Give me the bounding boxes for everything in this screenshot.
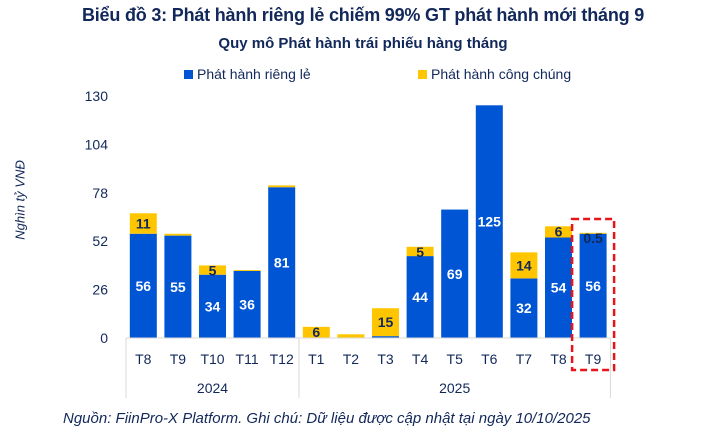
highlight-box <box>570 217 616 372</box>
legend-swatch-private <box>184 69 193 79</box>
y-tick-label: 0 <box>100 330 108 346</box>
legend-item-private: Phát hành riêng lẻ <box>184 66 311 82</box>
legend-swatch-public <box>418 69 427 79</box>
bar-public <box>302 326 330 338</box>
x-tick-label: T7 <box>516 351 533 367</box>
bar-public <box>372 308 399 337</box>
data-label-private: 69 <box>447 266 463 282</box>
y-tick-label: 104 <box>85 136 109 152</box>
x-tick-label: T8 <box>550 351 567 367</box>
data-label-private: 56 <box>136 278 152 294</box>
data-label-private: 36 <box>239 296 255 312</box>
bar-public <box>545 226 572 238</box>
bar-public <box>268 185 296 188</box>
bar-public <box>129 213 157 234</box>
x-tick-label: T2 <box>343 351 360 367</box>
data-label-public: 6 <box>312 324 320 340</box>
chart-title: Biểu đồ 3: Phát hành riêng lẻ chiếm 99% … <box>81 5 645 25</box>
y-tick-label: 130 <box>85 88 109 104</box>
bar-private <box>545 237 572 338</box>
data-label-private: 81 <box>274 255 290 271</box>
y-tick-label: 78 <box>92 185 108 201</box>
data-label-public: 0.5 <box>583 230 603 246</box>
legend-item-public: Phát hành công chúng <box>418 66 571 82</box>
bar-private <box>268 187 296 338</box>
data-label-public: 5 <box>416 244 424 260</box>
bar-private <box>372 336 399 338</box>
bar-private <box>510 278 538 338</box>
bar-private <box>475 105 503 338</box>
bar-private <box>579 233 607 338</box>
chart-subtitle: Quy mô Phát hành trái phiếu hàng tháng <box>218 35 508 52</box>
x-tick-label: T11 <box>236 351 259 367</box>
bar-private <box>441 209 469 338</box>
x-tick-label: T5 <box>447 351 464 367</box>
group-label: 2025 <box>439 380 470 396</box>
x-tick-label: T9 <box>170 351 187 367</box>
group-label: 2024 <box>197 380 228 396</box>
data-label-private: 34 <box>205 298 221 314</box>
bar-public <box>164 233 192 236</box>
bar-private <box>129 233 157 338</box>
data-label-public: 14 <box>516 257 532 273</box>
source-note: Nguồn: FiinPro-X Platform. Ghi chú: Dữ l… <box>63 410 591 427</box>
y-tick-label: 26 <box>92 282 108 298</box>
x-tick-label: T1 <box>308 351 325 367</box>
data-label-private: 32 <box>516 300 532 316</box>
data-label-private: 55 <box>170 279 186 295</box>
legend-label-private: Phát hành riêng lẻ <box>197 66 311 82</box>
bar-public <box>406 246 434 257</box>
data-label-public: 11 <box>136 216 151 232</box>
x-tick-label: T12 <box>270 351 294 367</box>
bar-public <box>337 334 365 338</box>
bar-public <box>579 232 607 234</box>
x-tick-label: T3 <box>377 351 394 367</box>
data-label-private: 125 <box>478 214 502 230</box>
data-label-public: 5 <box>209 262 217 278</box>
bar-private <box>164 235 192 338</box>
bar-private <box>406 256 434 338</box>
x-tick-label: T8 <box>135 351 152 367</box>
x-tick-label: T9 <box>585 351 602 367</box>
x-tick-label: T6 <box>481 351 498 367</box>
legend: Phát hành riêng lẻ Phát hành công chúng <box>0 66 726 86</box>
bar-private <box>233 270 261 338</box>
bar-public <box>233 270 261 271</box>
data-label-private: 44 <box>412 289 428 305</box>
x-tick-label: T4 <box>412 351 429 367</box>
data-label-private: 54 <box>551 280 567 296</box>
bar-public <box>510 252 538 279</box>
bar-private <box>199 274 226 338</box>
bar-public <box>199 265 226 275</box>
legend-label-public: Phát hành công chúng <box>431 66 572 82</box>
y-tick-label: 52 <box>92 233 108 249</box>
data-label-public: 15 <box>378 314 394 330</box>
data-label-public: 6 <box>555 223 563 239</box>
x-tick-label: T10 <box>200 351 224 367</box>
data-label-private: 56 <box>585 278 601 294</box>
